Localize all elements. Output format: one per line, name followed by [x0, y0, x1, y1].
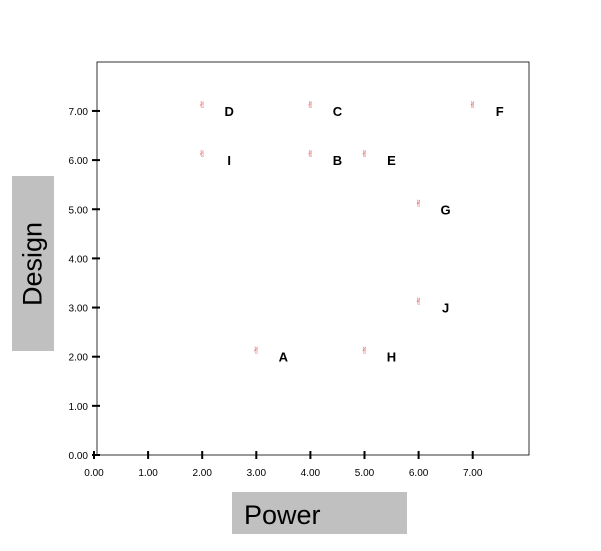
- x-axis-title: Power: [244, 500, 321, 530]
- data-point-marker: ✌: [361, 347, 369, 357]
- data-point-marker: ✌: [198, 150, 206, 160]
- data-point-label: F: [496, 104, 504, 119]
- y-axis-title: Design: [17, 221, 48, 306]
- data-points: ✌ A ✌ B ✌ C ✌ D ✌ E ✌ F ✌ G ✌ H ✌ I ✌ J: [198, 101, 503, 365]
- data-point-marker: ✌: [253, 347, 261, 357]
- data-point-label: E: [387, 153, 396, 168]
- y-axis-title-box: Design: [12, 176, 54, 351]
- axes: 0.00 1.00 2.00 3.00 4.00 5.00 6.00 7.00 0.00 1.00…: [69, 107, 483, 479]
- data-point-marker: ✌: [198, 101, 206, 111]
- y-tick-label: 4.00: [69, 254, 89, 265]
- data-point-marker: ✌: [361, 150, 369, 160]
- x-tick-label: 7.00: [463, 468, 483, 479]
- x-tick-label: 0.00: [84, 468, 104, 479]
- y-tick-label: 0.00: [69, 451, 89, 462]
- data-point-marker: ✌: [415, 199, 423, 209]
- data-point-label: C: [333, 104, 343, 119]
- data-point-marker: ✌: [415, 298, 423, 308]
- data-point-marker: ✌: [307, 150, 315, 160]
- y-tick-label: 5.00: [69, 205, 89, 216]
- data-point-label: G: [441, 202, 451, 217]
- data-point-marker: ✌: [307, 101, 315, 111]
- data-point-label: H: [387, 350, 396, 365]
- y-tick-label: 7.00: [69, 107, 89, 118]
- y-tick-label: 6.00: [69, 156, 89, 167]
- x-tick-label: 4.00: [301, 468, 321, 479]
- x-tick-label: 3.00: [247, 468, 267, 479]
- x-axis-title-box: Power: [232, 492, 407, 534]
- y-tick-label: 3.00: [69, 304, 89, 315]
- y-tick-label: 1.00: [69, 402, 89, 413]
- y-tick-label: 2.00: [69, 353, 89, 364]
- x-tick-label: 5.00: [355, 468, 375, 479]
- data-point-label: I: [227, 153, 231, 168]
- x-tick-label: 1.00: [138, 468, 158, 479]
- plot-frame: [96, 61, 530, 456]
- data-point-label: J: [442, 301, 449, 316]
- data-point-label: D: [225, 104, 234, 119]
- x-tick-label: 6.00: [409, 468, 429, 479]
- data-point-label: B: [333, 153, 342, 168]
- x-tick-label: 2.00: [192, 468, 212, 479]
- data-point-label: A: [279, 350, 289, 365]
- data-point-marker: ✌: [469, 101, 477, 111]
